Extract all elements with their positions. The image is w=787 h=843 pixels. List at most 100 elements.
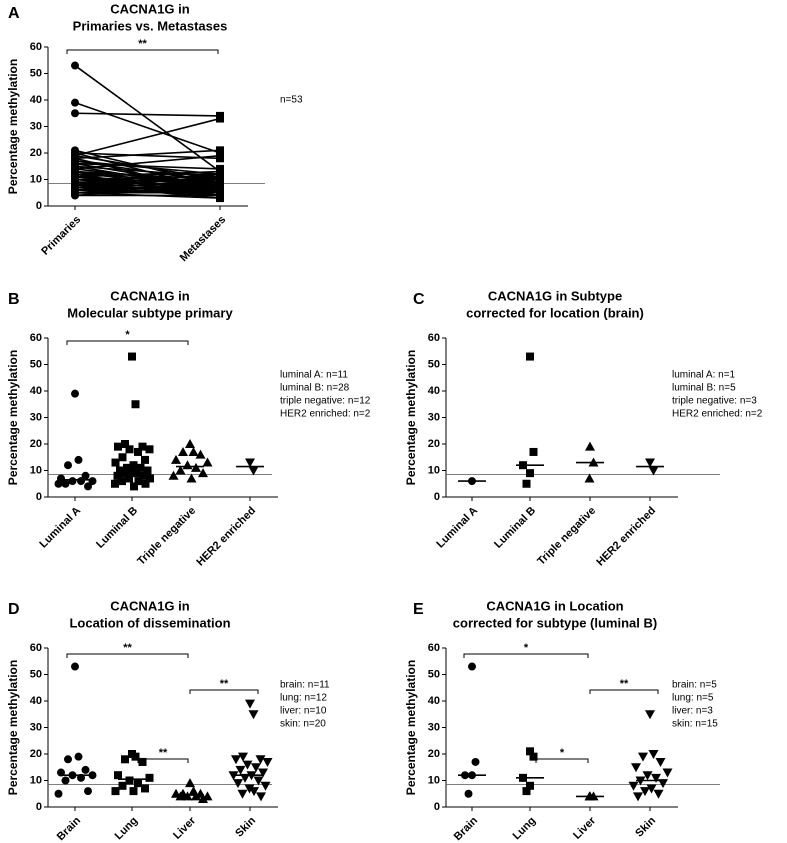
- pair-line: [74, 186, 221, 191]
- significance-label: **: [220, 678, 229, 690]
- significance-bracket: [137, 758, 189, 763]
- data-point: [256, 792, 266, 802]
- data-point: [71, 98, 79, 107]
- significance-bracket: [66, 49, 219, 54]
- data-point: [640, 787, 650, 797]
- annotation: triple negative: n=3: [672, 396, 757, 407]
- x-tick-label: Skin: [233, 814, 258, 839]
- data-point: [468, 662, 476, 671]
- y-tick-label: 50: [30, 358, 42, 370]
- data-point: [260, 781, 271, 791]
- data-point: [120, 469, 129, 478]
- panel-label: A: [8, 5, 20, 22]
- y-tick-label: 50: [428, 668, 440, 680]
- y-axis-label: Percentage methylation: [6, 350, 20, 485]
- x-tick-label: Lung: [113, 815, 140, 842]
- data-point: [71, 109, 79, 118]
- data-point: [61, 776, 70, 785]
- y-tick-label: 40: [30, 385, 42, 397]
- x-tick-label: Triple negative: [535, 505, 598, 568]
- significance-bracket: [66, 653, 189, 658]
- annotation: n=53: [280, 95, 303, 106]
- data-point: [113, 471, 122, 480]
- data-point: [134, 477, 143, 486]
- data-point: [175, 791, 186, 801]
- x-tick-label: HER2 enriched: [594, 505, 658, 569]
- annotation: luminal B: n=5: [672, 383, 736, 394]
- pair-line: [74, 165, 221, 178]
- data-point: [141, 455, 149, 464]
- panel-label: C: [413, 291, 425, 308]
- y-tick-label: 30: [30, 120, 42, 132]
- x-tick-label: Brain: [55, 814, 84, 843]
- significance-bracket: [535, 758, 589, 763]
- x-tick-label: Luminal B: [94, 505, 140, 551]
- data-point: [138, 757, 147, 766]
- x-tick-label: Triple negative: [135, 505, 198, 568]
- data-point: [125, 776, 134, 785]
- annotation: HER2 enriched: n=2: [280, 409, 371, 420]
- y-tick-label: 10: [428, 464, 440, 476]
- data-point: [185, 439, 195, 448]
- y-tick-label: 10: [30, 464, 42, 476]
- x-tick-label: Lung: [511, 815, 538, 842]
- chart-title: Location of dissemination: [69, 615, 230, 630]
- data-point: [645, 710, 655, 720]
- data-point: [143, 466, 152, 475]
- x-tick-label: HER2 enriched: [194, 505, 258, 569]
- data-point: [248, 466, 259, 476]
- data-point: [77, 477, 85, 486]
- pair-line: [74, 64, 221, 173]
- data-point: [249, 787, 259, 797]
- data-point: [651, 773, 661, 783]
- data-point: [248, 710, 259, 720]
- chart-title: Primaries vs. Metastases: [73, 18, 228, 33]
- data-point: [131, 752, 140, 761]
- data-point: [631, 763, 641, 773]
- data-point: [74, 752, 83, 761]
- y-axis-label: Percentage methylation: [404, 350, 418, 485]
- data-point: [185, 778, 195, 788]
- significance-label: *: [125, 329, 130, 341]
- chart-title: CACNA1G in Location: [486, 598, 623, 613]
- data-point: [175, 465, 186, 475]
- y-axis-label: Percentage methylation: [6, 660, 20, 795]
- data-point: [216, 191, 224, 200]
- data-point: [522, 787, 531, 796]
- data-point: [258, 768, 268, 778]
- data-point: [81, 471, 90, 480]
- chart-title: Molecular subtype primary: [67, 305, 233, 320]
- pair-line: [74, 112, 221, 117]
- data-point: [471, 757, 480, 766]
- data-point: [121, 755, 129, 764]
- significance-label: **: [123, 642, 132, 654]
- chart-title: CACNA1G in: [110, 288, 190, 303]
- data-point: [111, 458, 120, 467]
- data-point: [645, 458, 655, 468]
- data-point: [123, 463, 131, 472]
- data-point: [84, 787, 92, 796]
- data-point: [642, 771, 653, 781]
- data-point: [125, 474, 133, 483]
- pair-line: [74, 178, 221, 191]
- x-tick-label: Primaries: [39, 214, 83, 258]
- data-point: [64, 755, 72, 764]
- data-point: [54, 479, 63, 488]
- y-tick-label: 20: [30, 438, 42, 450]
- data-point: [141, 479, 150, 488]
- data-point: [648, 750, 659, 759]
- data-point: [464, 789, 473, 798]
- pair-line: [74, 173, 221, 186]
- data-point: [231, 755, 241, 765]
- data-point: [134, 779, 142, 788]
- significance-bracket: [189, 689, 259, 694]
- annotation: skin: n=15: [672, 719, 718, 730]
- y-tick-label: 60: [428, 642, 440, 654]
- data-point: [71, 61, 79, 70]
- significance-label: *: [524, 642, 529, 654]
- data-point: [648, 466, 659, 476]
- data-point: [526, 469, 534, 478]
- data-point: [141, 784, 149, 793]
- data-point: [216, 151, 224, 160]
- data-point: [646, 784, 657, 794]
